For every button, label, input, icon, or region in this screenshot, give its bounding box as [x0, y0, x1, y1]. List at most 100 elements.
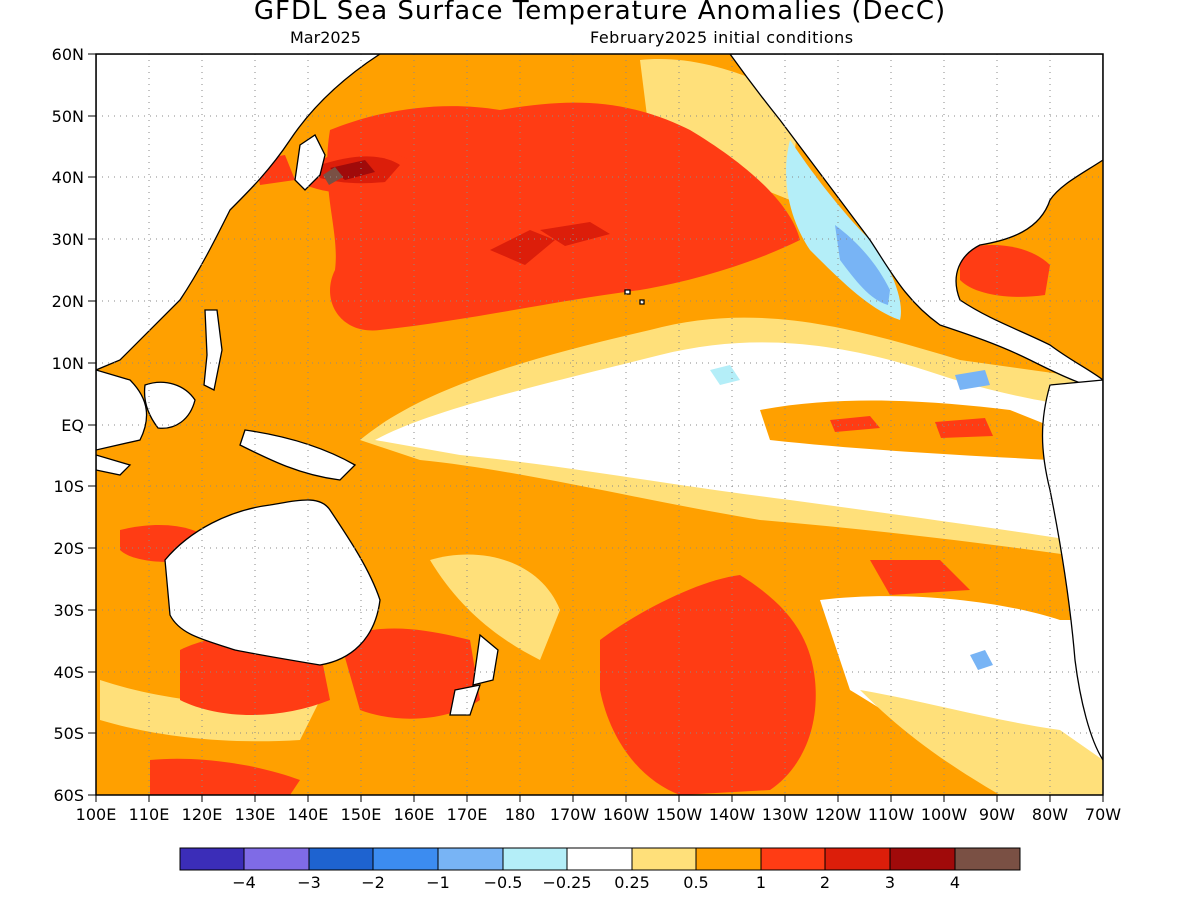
lon-tick-label: 90W — [979, 805, 1015, 824]
lat-tick-label: 60N — [52, 45, 84, 64]
lon-tick-label: 150W — [656, 805, 703, 824]
lon-tick-label: 170W — [550, 805, 597, 824]
anomaly-north-pacific-warm — [327, 102, 800, 331]
colorbar-label: 3 — [885, 873, 895, 892]
lon-tick-label: 120E — [182, 805, 223, 824]
colorbar-label: −1 — [426, 873, 450, 892]
longitude-ticks — [95, 795, 1104, 802]
anomaly-kuroshio-peak — [323, 167, 343, 185]
anomaly-gulf-of-mexico-warm — [960, 245, 1050, 297]
lon-tick-label: 120W — [815, 805, 862, 824]
colorbar-label: −0.25 — [542, 873, 591, 892]
lon-tick-label: 110E — [129, 805, 170, 824]
colorbar-label: −2 — [361, 873, 385, 892]
valid-month-label: Mar2025 — [290, 28, 361, 47]
anomaly-far-south-warm — [150, 758, 300, 795]
lon-tick-label: 160W — [603, 805, 650, 824]
colorbar-box — [954, 847, 1021, 871]
colorbar-box — [889, 847, 956, 871]
colorbar-box — [372, 847, 439, 871]
colorbar-box — [308, 847, 374, 871]
anomaly-strong-east-2 — [935, 418, 993, 438]
lat-tick-label: 50S — [53, 724, 84, 743]
colorbar-box — [437, 847, 504, 871]
anomaly-southeast-weak — [860, 690, 1103, 795]
anomaly-near-zero-tongue — [375, 342, 1103, 545]
lon-tick-label: 100W — [921, 805, 968, 824]
colorbar-label: 0.5 — [683, 873, 708, 892]
colorbar-box — [760, 847, 826, 871]
lon-tick-label: 150E — [341, 805, 382, 824]
longitude-axis: 100E 110E 120E 130E 140E 150E 160E 170E … — [76, 805, 1122, 824]
anomaly-warm-band-east — [760, 400, 1060, 460]
lat-tick-label: 10S — [53, 477, 84, 496]
lon-tick-label: 180 — [505, 805, 536, 824]
lon-tick-label: 140E — [288, 805, 329, 824]
sumatra-landmass — [96, 454, 132, 476]
colorbar-box — [502, 847, 568, 871]
anomaly-north-pacific-stronger-1 — [490, 230, 555, 265]
japan-landmass — [294, 134, 326, 191]
colorbar-label: −3 — [297, 873, 321, 892]
anomaly-tasman-warm — [340, 628, 480, 719]
anomaly-strong-east-1 — [830, 416, 880, 432]
lat-tick-label: 20S — [53, 539, 84, 558]
anomaly-california-cooler — [835, 225, 890, 305]
colorbar — [179, 847, 1021, 871]
initial-conditions-label: February2025 initial conditions — [590, 28, 854, 47]
lon-tick-label: 170E — [447, 805, 488, 824]
anomaly-weak-south — [430, 554, 560, 660]
latitude-ticks — [88, 53, 96, 796]
lat-tick-label: 20N — [52, 292, 84, 311]
lat-tick-label: 30S — [53, 601, 84, 620]
colorbar-label: −4 — [232, 873, 256, 892]
colorbar-label: 4 — [950, 873, 960, 892]
map-title: GFDL Sea Surface Temperature Anomalies (… — [253, 0, 947, 26]
colorbar-labels: −4 −3 −2 −1 −0.5 −0.25 0.25 0.5 1 2 3 4 — [232, 873, 960, 892]
anomaly-southeast-cool — [970, 650, 993, 670]
colorbar-label: 2 — [820, 873, 830, 892]
indochina-landmass — [96, 369, 148, 451]
lon-tick-label: 130W — [762, 805, 809, 824]
lat-tick-label: 40N — [52, 168, 84, 187]
lon-tick-label: 110W — [868, 805, 915, 824]
colorbar-box — [243, 847, 310, 871]
lat-tick-label: 40S — [53, 663, 84, 682]
lat-tick-label: EQ — [61, 416, 84, 435]
lon-tick-label: 100E — [76, 805, 117, 824]
lat-tick-label: 60S — [53, 786, 84, 805]
anomaly-southeast-pacific-warm — [870, 560, 970, 595]
colorbar-label: −0.5 — [484, 873, 523, 892]
lon-tick-label: 70W — [1085, 805, 1121, 824]
colorbar-box — [695, 847, 762, 871]
colorbar-box — [566, 847, 633, 871]
land-masses — [96, 54, 1103, 762]
asia-landmass — [96, 54, 382, 371]
lon-tick-label: 140W — [709, 805, 756, 824]
anomaly-central-america-cool — [955, 370, 990, 390]
new-zealand-landmass — [449, 633, 499, 716]
colorbar-label: 0.25 — [614, 873, 650, 892]
south-america-landmass — [1041, 379, 1103, 762]
lat-tick-label: 10N — [52, 354, 84, 373]
lon-tick-label: 160E — [394, 805, 435, 824]
australia-landmass — [164, 499, 381, 666]
anomaly-field — [96, 54, 1103, 795]
colorbar-box — [631, 847, 697, 871]
colorbar-box — [824, 847, 891, 871]
anomaly-north-pacific-stronger-2 — [540, 222, 610, 246]
anomaly-weak-southwest — [100, 680, 320, 742]
anomaly-south-pacific-warm — [600, 575, 816, 795]
lat-tick-label: 30N — [52, 230, 84, 249]
latitude-axis: 60N 50N 40N 30N 20N 10N EQ 10S 20S 30S 4… — [52, 45, 84, 805]
lon-tick-label: 80W — [1032, 805, 1068, 824]
lon-tick-label: 130E — [235, 805, 276, 824]
colorbar-label: 1 — [756, 873, 766, 892]
colorbar-box — [179, 847, 245, 871]
anomaly-east-pacific-cool — [710, 365, 740, 385]
lat-tick-label: 50N — [52, 107, 84, 126]
hawaii-landmass — [624, 289, 645, 305]
philippines-landmass — [203, 309, 223, 391]
borneo-landmass — [143, 381, 196, 429]
